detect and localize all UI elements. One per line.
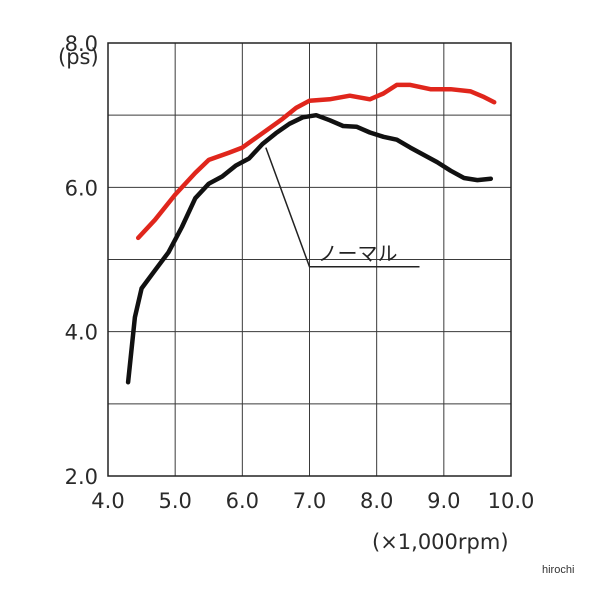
- x-tick-label: 8.0: [360, 489, 393, 513]
- x-tick-label: 10.0: [488, 489, 535, 513]
- x-axis-label: (×1,000rpm): [372, 530, 509, 554]
- series-layer: [125, 82, 497, 385]
- annotation: ノーマル: [265, 147, 420, 268]
- y-tick-label: 8.0: [65, 32, 98, 56]
- y-axis-label: (ps): [58, 45, 99, 69]
- annotation-leader-line: [265, 147, 420, 268]
- y-tick-label: 6.0: [65, 176, 98, 200]
- x-tick-label: 9.0: [427, 489, 460, 513]
- grid: [107, 42, 512, 477]
- series-line-normal: [125, 112, 494, 385]
- x-tick-label: 7.0: [293, 489, 326, 513]
- y-tick-label: 2.0: [65, 465, 98, 489]
- tick-labels: 4.0 5.0 6.0 7.0 8.0 9.0 10.02.04.06.08.0: [65, 32, 535, 513]
- y-tick-label: 4.0: [65, 321, 98, 345]
- plot-frame: [107, 42, 512, 477]
- annotation-label: ノーマル: [318, 242, 398, 266]
- watermark: hirochi: [542, 564, 574, 576]
- x-tick-label: 6.0: [226, 489, 259, 513]
- x-tick-label: 4.0: [91, 489, 124, 513]
- x-tick-label: 5.0: [158, 489, 191, 513]
- series-line-modified: [135, 82, 497, 241]
